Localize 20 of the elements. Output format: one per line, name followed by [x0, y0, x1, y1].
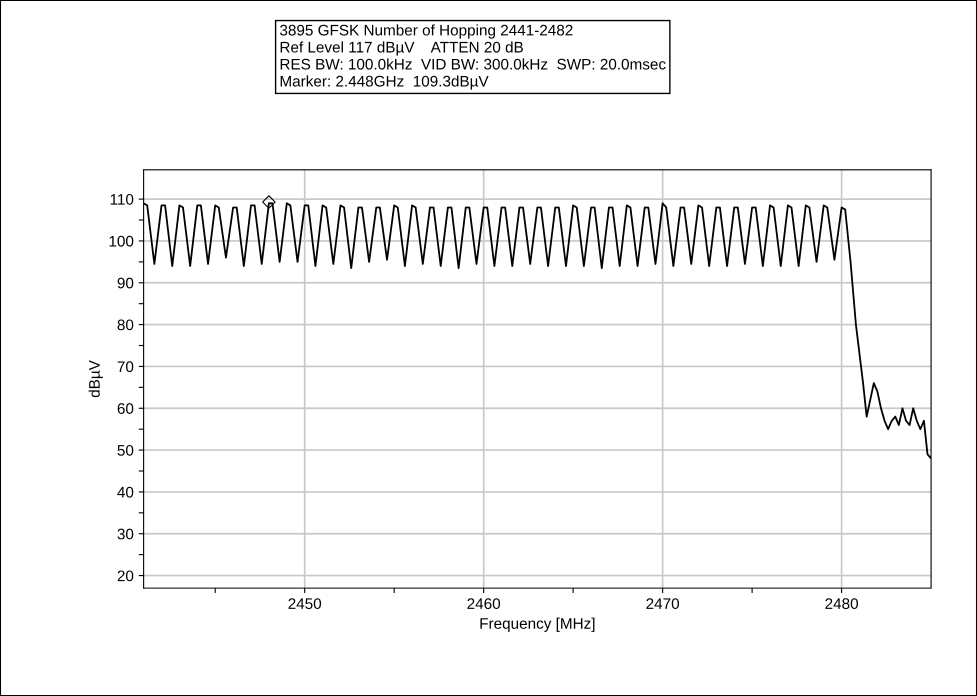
text: 3895 GFSK Number of Hopping 2441-2482	[280, 24, 573, 39]
x-tick-label: 2480	[825, 598, 858, 610]
y-tick-label: 20	[118, 570, 134, 582]
y-tick-label: 30	[117, 528, 134, 540]
y-tick-label: 80	[118, 319, 134, 330]
text: RES BW: 100.0kHz VID BW: 300.0kHz SWP: 20.0msec	[280, 58, 666, 70]
y-axis-title: dBµV	[88, 360, 103, 398]
x-tick-label: 2460	[467, 598, 500, 610]
y-tick-label: 40	[117, 486, 134, 498]
y-tick-label: 60	[118, 403, 134, 414]
x-tick-label: 2470	[646, 598, 680, 610]
text: Marker: 2.448GHz 109.3dBµV	[280, 75, 489, 90]
y-tick-label: 50	[118, 444, 134, 456]
x-tick-label: 2450	[288, 598, 322, 610]
y-tick-label: 110	[110, 194, 134, 205]
y-tick-label: 90	[118, 278, 134, 288]
text: Ref Level 117 dBµV ATTEN 20 dB	[280, 41, 523, 56]
y-tick-label: 70	[118, 361, 134, 372]
x-axis-title: Frequency [MHz]	[480, 618, 594, 632]
y-tick-label: 100	[110, 236, 134, 247]
